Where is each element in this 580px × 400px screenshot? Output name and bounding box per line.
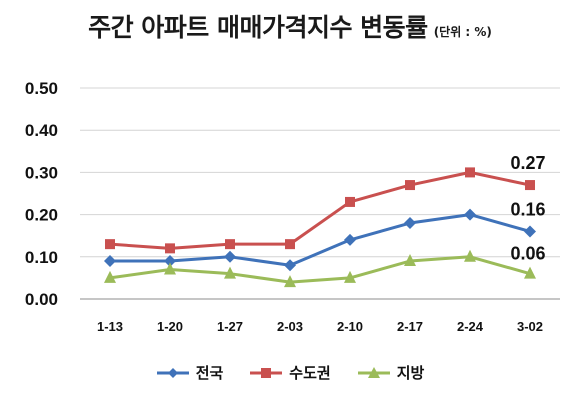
data-label: 0.27 bbox=[510, 153, 545, 173]
data-point-triangle bbox=[524, 266, 536, 279]
legend-label: 지방 bbox=[396, 364, 425, 382]
chart-title: 주간 아파트 매매가격지수 변동률 bbox=[88, 13, 428, 42]
unit-note: (단위 : %) bbox=[433, 25, 492, 39]
x-tick-label: 2-10 bbox=[337, 319, 363, 334]
y-tick-label: 0.30 bbox=[25, 163, 58, 182]
series-line bbox=[109, 255, 531, 284]
x-tick-label: 1-20 bbox=[157, 319, 183, 334]
series-line bbox=[109, 170, 531, 250]
series-1: 0.27 bbox=[105, 153, 546, 254]
x-tick-label: 2-24 bbox=[457, 319, 484, 334]
y-tick-label: 0.00 bbox=[25, 290, 58, 309]
data-point-square bbox=[465, 167, 475, 178]
data-label: 0.16 bbox=[510, 199, 545, 219]
data-point-triangle bbox=[104, 270, 116, 283]
data-point-triangle bbox=[464, 249, 476, 262]
data-point-diamond bbox=[104, 255, 116, 268]
data-point-square bbox=[285, 239, 295, 250]
x-tick-label: 2-17 bbox=[397, 319, 423, 334]
data-point-square bbox=[105, 239, 115, 250]
data-point-triangle bbox=[164, 262, 176, 275]
legend-marker-diamond-icon bbox=[156, 367, 189, 378]
legend-marker-triangle-icon bbox=[357, 366, 390, 378]
data-label: 0.06 bbox=[510, 244, 545, 264]
legend: 전국 수도권 지방 bbox=[0, 362, 580, 383]
legend-item-regional: 지방 bbox=[357, 362, 425, 383]
legend-item-capital: 수도권 bbox=[249, 362, 331, 383]
legend-label: 전국 bbox=[195, 364, 224, 382]
data-point-triangle bbox=[284, 275, 296, 288]
data-point-square bbox=[165, 243, 175, 254]
data-point-diamond bbox=[464, 208, 476, 221]
data-point-diamond bbox=[224, 250, 236, 263]
x-tick-label: 3-02 bbox=[517, 319, 543, 334]
data-point-diamond bbox=[344, 233, 356, 246]
x-tick-label: 1-13 bbox=[97, 319, 123, 334]
y-tick-label: 0.50 bbox=[25, 79, 58, 98]
data-point-triangle bbox=[404, 254, 416, 267]
data-point-square bbox=[405, 180, 415, 191]
data-point-diamond bbox=[164, 255, 176, 268]
chart-title-row: 주간 아파트 매매가격지수 변동률 (단위 : %) bbox=[0, 8, 580, 44]
data-point-diamond bbox=[284, 259, 296, 272]
y-tick-label: 0.20 bbox=[25, 206, 58, 225]
legend-item-national: 전국 bbox=[156, 362, 224, 383]
data-point-square bbox=[345, 196, 355, 207]
legend-label: 수도권 bbox=[289, 364, 331, 382]
series-line bbox=[110, 213, 531, 267]
series-2: 0.06 bbox=[104, 244, 546, 288]
legend-marker-square-icon bbox=[250, 367, 283, 378]
y-tick-label: 0.10 bbox=[25, 248, 58, 267]
x-tick-label: 2-03 bbox=[277, 319, 303, 334]
y-tick-label: 0.40 bbox=[25, 121, 58, 140]
series-0: 0.16 bbox=[104, 199, 546, 272]
x-tick-label: 1-27 bbox=[217, 319, 243, 334]
data-point-square bbox=[225, 239, 235, 250]
data-point-diamond bbox=[524, 225, 536, 238]
data-point-triangle bbox=[344, 270, 356, 283]
data-point-triangle bbox=[224, 266, 236, 279]
data-point-diamond bbox=[404, 217, 416, 230]
data-point-square bbox=[525, 180, 535, 191]
